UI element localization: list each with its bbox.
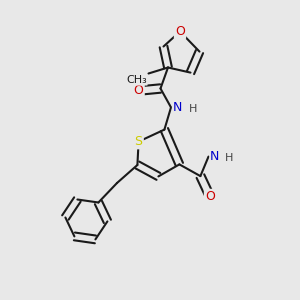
Text: O: O: [134, 84, 143, 97]
Text: H: H: [188, 104, 197, 114]
Text: H: H: [225, 153, 233, 163]
Text: S: S: [135, 135, 142, 148]
Text: O: O: [175, 25, 185, 38]
Text: O: O: [205, 190, 215, 203]
Text: CH₃: CH₃: [126, 75, 147, 85]
Text: N: N: [210, 150, 219, 163]
Text: N: N: [172, 101, 182, 114]
